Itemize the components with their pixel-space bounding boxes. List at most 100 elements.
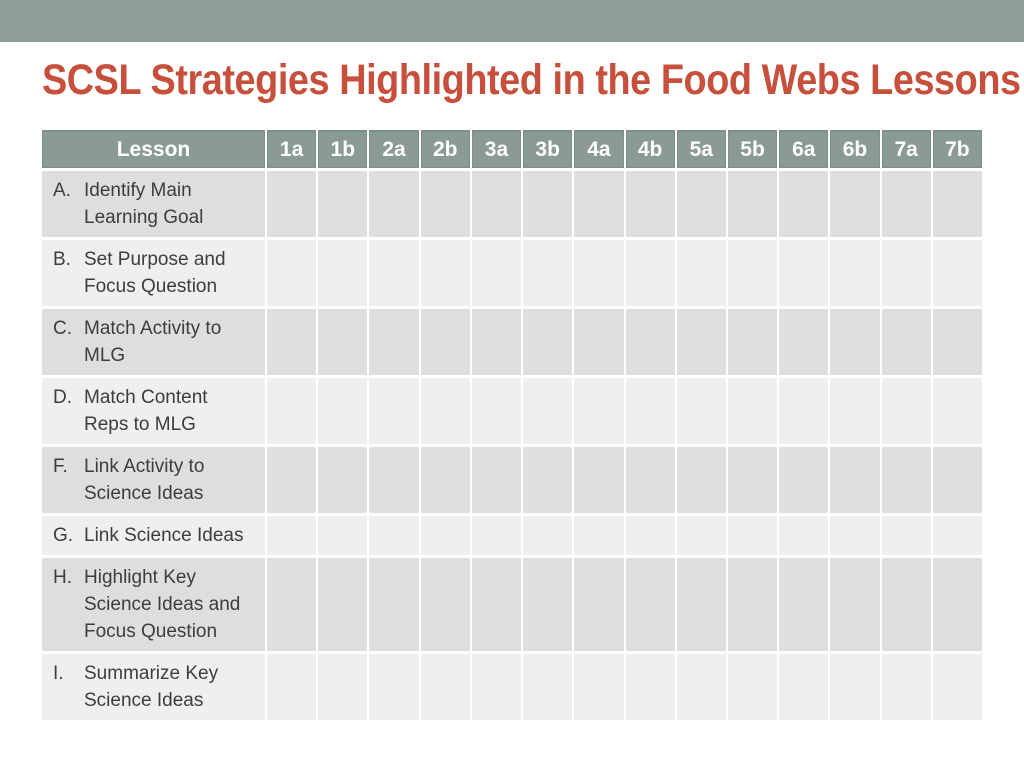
table-cell <box>471 447 522 513</box>
table-cell <box>523 309 573 375</box>
table-cell <box>369 558 419 651</box>
table-cell <box>523 171 573 237</box>
column-header-2b: 2b <box>420 130 470 168</box>
table-cell <box>420 516 470 555</box>
column-header-6b: 6b <box>830 130 880 168</box>
row-letter: C. <box>53 318 72 339</box>
table-cell <box>471 558 522 651</box>
row-label-text: Highlight Key Science Ideas and Focus Ques… <box>84 567 241 642</box>
table-cell <box>830 171 880 237</box>
row-letter: H. <box>53 567 72 588</box>
table-cell <box>676 558 726 651</box>
table-cell <box>881 654 931 720</box>
table-cell <box>574 558 624 651</box>
table-cell <box>932 309 982 375</box>
table-cell <box>267 654 317 720</box>
table-cell <box>932 240 982 306</box>
table-cell <box>881 171 931 237</box>
table-cell <box>318 654 368 720</box>
column-header-5a: 5a <box>676 130 726 168</box>
table-cell <box>420 558 470 651</box>
table-cell <box>727 654 778 720</box>
table-cell <box>932 654 982 720</box>
table-cell <box>779 654 829 720</box>
table-cell <box>318 378 368 444</box>
table-cell <box>574 516 624 555</box>
table-cell <box>420 240 470 306</box>
strategies-table: Lesson 1a 1b 2a 2b 3a 3b 4a 4b 5a 5b 6a 6b 7a 7b A. Iden… <box>42 130 982 720</box>
table-cell <box>727 447 778 513</box>
table-cell <box>727 516 778 555</box>
table-cell <box>471 309 522 375</box>
row-label-text: Set Purpose and Focus Question <box>84 249 226 297</box>
column-header-3b: 3b <box>523 130 573 168</box>
table-cell <box>318 447 368 513</box>
row-label-text: Summarize Key Science Ideas <box>84 663 219 711</box>
table-cell <box>625 654 675 720</box>
table-cell <box>574 171 624 237</box>
table-cell <box>779 240 829 306</box>
table-cell <box>420 171 470 237</box>
table-cell <box>523 516 573 555</box>
table-cell <box>779 558 829 651</box>
row-letter: B. <box>53 249 71 270</box>
row-label-a: A. Identify Main Learning Goal <box>42 171 265 237</box>
row-label-c: C. Match Activity to MLG <box>42 309 265 375</box>
table-cell <box>574 309 624 375</box>
table-cell <box>676 171 726 237</box>
table-cell <box>932 171 982 237</box>
top-accent-bar <box>0 0 1024 42</box>
table-cell <box>318 558 368 651</box>
table-cell <box>523 447 573 513</box>
table-cell <box>830 447 880 513</box>
table-cell <box>574 240 624 306</box>
table-cell <box>267 240 317 306</box>
table-cell <box>676 447 726 513</box>
table-cell <box>830 558 880 651</box>
table-cell <box>471 654 522 720</box>
row-label-g: G. Link Science Ideas <box>42 516 265 555</box>
column-header-4a: 4a <box>574 130 624 168</box>
column-header-4b: 4b <box>625 130 675 168</box>
table-cell <box>625 240 675 306</box>
table-cell <box>625 309 675 375</box>
table-cell <box>267 309 317 375</box>
table-cell <box>881 516 931 555</box>
column-header-1b: 1b <box>318 130 368 168</box>
table-cell <box>676 309 726 375</box>
table-cell <box>676 378 726 444</box>
table-cell <box>471 378 522 444</box>
row-label-text: Link Activity to Science Ideas <box>84 456 205 504</box>
table-cell <box>676 240 726 306</box>
column-header-1a: 1a <box>267 130 317 168</box>
table-cell <box>779 171 829 237</box>
table-cell <box>318 240 368 306</box>
table-cell <box>881 447 931 513</box>
table-cell <box>318 516 368 555</box>
table-cell <box>830 240 880 306</box>
table-cell <box>881 558 931 651</box>
column-header-6a: 6a <box>779 130 829 168</box>
row-letter: I. <box>53 663 64 684</box>
table-cell <box>369 309 419 375</box>
table-cell <box>523 240 573 306</box>
row-label-text: Match Content Reps to MLG <box>84 387 208 435</box>
table-cell <box>932 447 982 513</box>
table-cell <box>369 378 419 444</box>
column-header-5b: 5b <box>727 130 778 168</box>
column-header-7a: 7a <box>881 130 931 168</box>
table-cell <box>574 654 624 720</box>
table-cell <box>267 447 317 513</box>
row-letter: G. <box>53 525 74 546</box>
table-cell <box>523 558 573 651</box>
table-cell <box>523 654 573 720</box>
table-cell <box>727 171 778 237</box>
table-cell <box>676 516 726 555</box>
table-cell <box>779 378 829 444</box>
table-cell <box>932 558 982 651</box>
row-letter: F. <box>53 456 68 477</box>
table-cell <box>318 171 368 237</box>
table-cell <box>318 309 368 375</box>
table-cell <box>625 171 675 237</box>
